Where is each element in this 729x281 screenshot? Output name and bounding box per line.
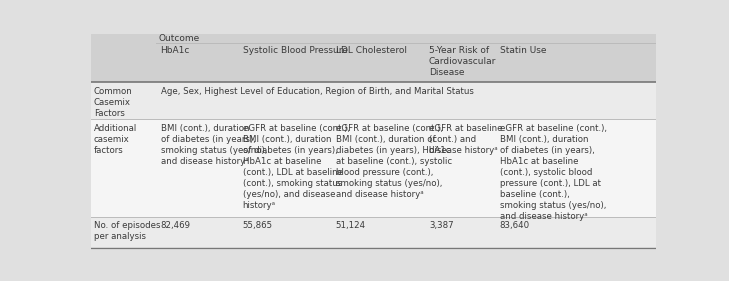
Bar [91,82,656,119]
Text: LDL Cholesterol: LDL Cholesterol [336,46,407,55]
Text: 3,387: 3,387 [429,221,453,230]
Text: HbA1c: HbA1c [160,46,190,55]
Text: 5-Year Risk of
Cardiovascular
Disease: 5-Year Risk of Cardiovascular Disease [429,46,496,77]
Bar [91,119,656,217]
Text: eGFR at baseline
(cont.) and
disease historyᵃ: eGFR at baseline (cont.) and disease his… [429,124,502,155]
Text: eGFR at baseline (cont.),
BMI (cont.), duration of
diabetes (in years), HbA1c
at: eGFR at baseline (cont.), BMI (cont.), d… [336,124,452,199]
Text: 51,124: 51,124 [336,221,366,230]
Text: Common
Casemix
Factors: Common Casemix Factors [94,87,133,118]
Text: No. of episodes
per analysis: No. of episodes per analysis [94,221,160,241]
Text: Systolic Blood Pressure: Systolic Blood Pressure [243,46,348,55]
Bar [91,44,656,82]
Text: 83,640: 83,640 [499,221,530,230]
Text: eGFR at baseline (cont.),
BMI (cont.), duration
of diabetes (in years),
HbA1c at: eGFR at baseline (cont.), BMI (cont.), d… [499,124,607,221]
Text: Outcome: Outcome [159,34,200,43]
Text: eGFR at baseline (cont.),
BMI (cont.), duration
of diabetes (in years),
HbA1c at: eGFR at baseline (cont.), BMI (cont.), d… [243,124,349,210]
Text: Statin Use: Statin Use [499,46,546,55]
Text: Age, Sex, Highest Level of Education, Region of Birth, and Marital Status: Age, Sex, Highest Level of Education, Re… [160,87,474,96]
Text: 82,469: 82,469 [160,221,190,230]
Bar [91,217,656,250]
Text: Additional
casemix
factors: Additional casemix factors [94,124,137,155]
Bar [91,34,656,44]
Text: BMI (cont.), duration
of diabetes (in years),
smoking status (yes/no),
and disea: BMI (cont.), duration of diabetes (in ye… [160,124,267,166]
Text: 55,865: 55,865 [243,221,273,230]
